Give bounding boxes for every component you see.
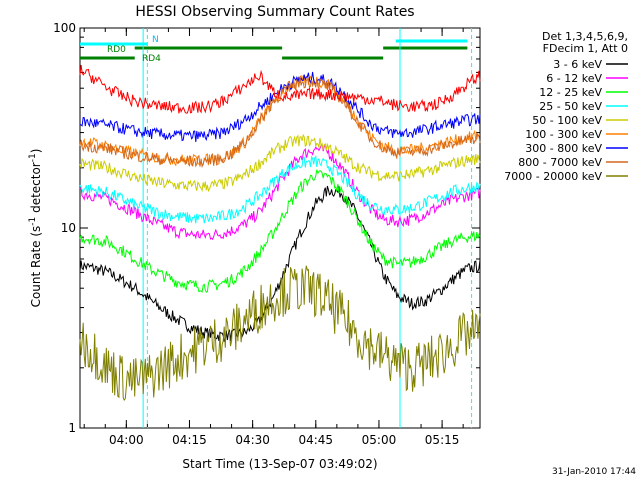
y-axis-label-sup1: -1	[28, 217, 38, 226]
x-ticks: 04:00 04:15 04:30 04:45 05:00 05:15	[83, 28, 464, 447]
y-tick-label: 100	[53, 21, 76, 35]
legend-label-4: 50 - 100 keV	[532, 114, 602, 127]
legend-header-line-1: Det 1,3,4,5,6,9,	[542, 30, 628, 43]
x-tick-label: 04:30	[235, 433, 270, 447]
x-tick-label: 05:00	[362, 433, 397, 447]
series-line-9	[79, 64, 481, 114]
series-line-6	[79, 71, 481, 142]
y-axis-label: Count Rate (s-1 detector-1)	[28, 149, 43, 308]
annotation-rd0: RD0	[107, 45, 126, 55]
legend-label-8: 7000 - 20000 keV	[504, 170, 602, 183]
series-line-2	[79, 169, 481, 293]
series-line-0	[79, 185, 481, 343]
legend-label-6: 300 - 800 keV	[525, 142, 602, 155]
legend: Det 1,3,4,5,6,9, FDecim 1, Att 0 3 - 6 k…	[504, 30, 628, 183]
status-bars	[80, 28, 473, 428]
y-axis-label-sup2: -1	[28, 153, 38, 162]
series-line-4	[79, 133, 481, 193]
y-axis-label-mid: detector	[29, 162, 43, 217]
x-tick-label: 04:00	[109, 433, 144, 447]
legend-label-2: 12 - 25 keV	[539, 86, 602, 99]
series-line-7	[79, 76, 481, 169]
series-line-8	[79, 265, 481, 401]
series-line-3	[79, 155, 481, 224]
legend-header-line-2: FDecim 1, Att 0	[543, 42, 628, 55]
y-tick-label: 1	[68, 421, 76, 435]
footer-date: 31-Jan-2010 17:44	[552, 467, 636, 477]
legend-label-1: 6 - 12 keV	[546, 72, 602, 85]
legend-label-3: 25 - 50 keV	[539, 100, 602, 113]
series-line-1	[79, 144, 481, 241]
legend-label-0: 3 - 6 keV	[553, 58, 602, 71]
legend-label-7: 800 - 7000 keV	[518, 156, 602, 169]
series-group	[79, 64, 481, 401]
x-tick-label: 04:15	[172, 433, 207, 447]
legend-label-5: 100 - 300 keV	[525, 128, 602, 141]
x-axis-label: Start Time (13-Sep-07 03:49:02)	[182, 457, 377, 471]
annotation-rd4: RD4	[142, 54, 161, 64]
x-tick-label: 04:45	[298, 433, 333, 447]
x-tick-label: 05:15	[425, 433, 460, 447]
annotation-n: N	[152, 35, 159, 45]
y-tick-label: 10	[61, 221, 76, 235]
y-axis-label-end: )	[29, 149, 43, 154]
chart-title: HESSI Observing Summary Count Rates	[135, 4, 414, 20]
